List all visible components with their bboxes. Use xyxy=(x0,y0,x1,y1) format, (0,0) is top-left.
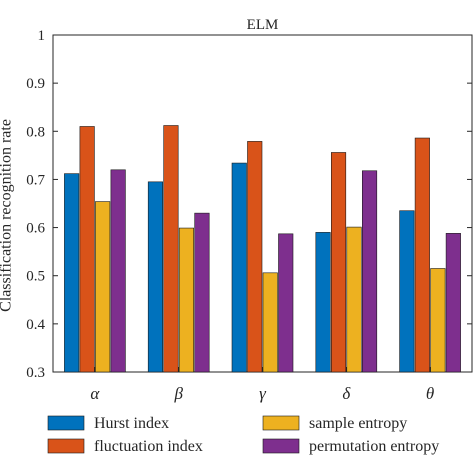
bar-Hurst-index-0 xyxy=(64,173,80,373)
bar-permutation-entropy-0 xyxy=(110,169,126,373)
legend-label: permutation entropy xyxy=(309,438,439,455)
y-tick-label: 0.4 xyxy=(26,317,45,333)
legend-swatch xyxy=(262,415,300,431)
bar-permutation-entropy-4 xyxy=(445,233,461,373)
x-category-label: δ xyxy=(342,384,351,403)
bar-permutation-entropy-2 xyxy=(278,233,294,373)
x-category-label: α xyxy=(90,384,100,403)
y-axis-ticks: 0.3 0.4 0.5 0.6 0.7 0.8 0.9 1 xyxy=(26,28,472,381)
bar-fluctuation-index-3 xyxy=(330,152,347,373)
legend-label: fluctuation index xyxy=(94,438,203,455)
bar-fluctuation-index-0 xyxy=(79,126,95,373)
legend-swatch xyxy=(262,438,300,454)
bar-permutation-entropy-1 xyxy=(194,212,210,373)
bar-sample-entropy-4 xyxy=(430,268,446,373)
y-tick-label: 0.9 xyxy=(26,76,45,92)
bar-Hurst-index-1 xyxy=(147,181,163,373)
bar-Hurst-index-2 xyxy=(231,162,247,373)
bars-group xyxy=(64,125,461,373)
legend-label: Hurst index xyxy=(94,415,169,432)
y-tick-label: 0.3 xyxy=(26,365,45,381)
legend-swatch xyxy=(47,415,85,431)
bar-permutation-entropy-3 xyxy=(361,170,378,373)
y-tick-label: 0.8 xyxy=(26,124,45,140)
y-tick-label: 0.7 xyxy=(26,172,45,188)
bar-fluctuation-index-1 xyxy=(163,125,179,373)
legend-label: sample entropy xyxy=(309,415,407,432)
x-category-label: θ xyxy=(426,384,434,403)
chart-title: ELM xyxy=(247,17,279,33)
bar-fluctuation-index-4 xyxy=(414,137,430,373)
bar-sample-entropy-3 xyxy=(346,226,362,373)
x-category-label: β xyxy=(173,384,183,403)
legend: Hurst index fluctuation index sample entro… xyxy=(47,415,439,455)
y-tick-label: 1 xyxy=(38,28,46,44)
y-tick-label: 0.6 xyxy=(26,221,45,237)
bar-fluctuation-index-2 xyxy=(247,141,263,373)
bar-sample-entropy-0 xyxy=(95,201,111,373)
legend-swatch xyxy=(47,438,85,454)
bar-sample-entropy-1 xyxy=(178,227,194,373)
bar-Hurst-index-3 xyxy=(315,232,331,373)
y-axis-label: Classification recognition rate xyxy=(0,119,15,312)
bar-sample-entropy-2 xyxy=(262,272,278,373)
bar-Hurst-index-4 xyxy=(399,210,415,373)
x-category-label: γ xyxy=(259,384,267,403)
y-tick-label: 0.5 xyxy=(26,269,45,285)
